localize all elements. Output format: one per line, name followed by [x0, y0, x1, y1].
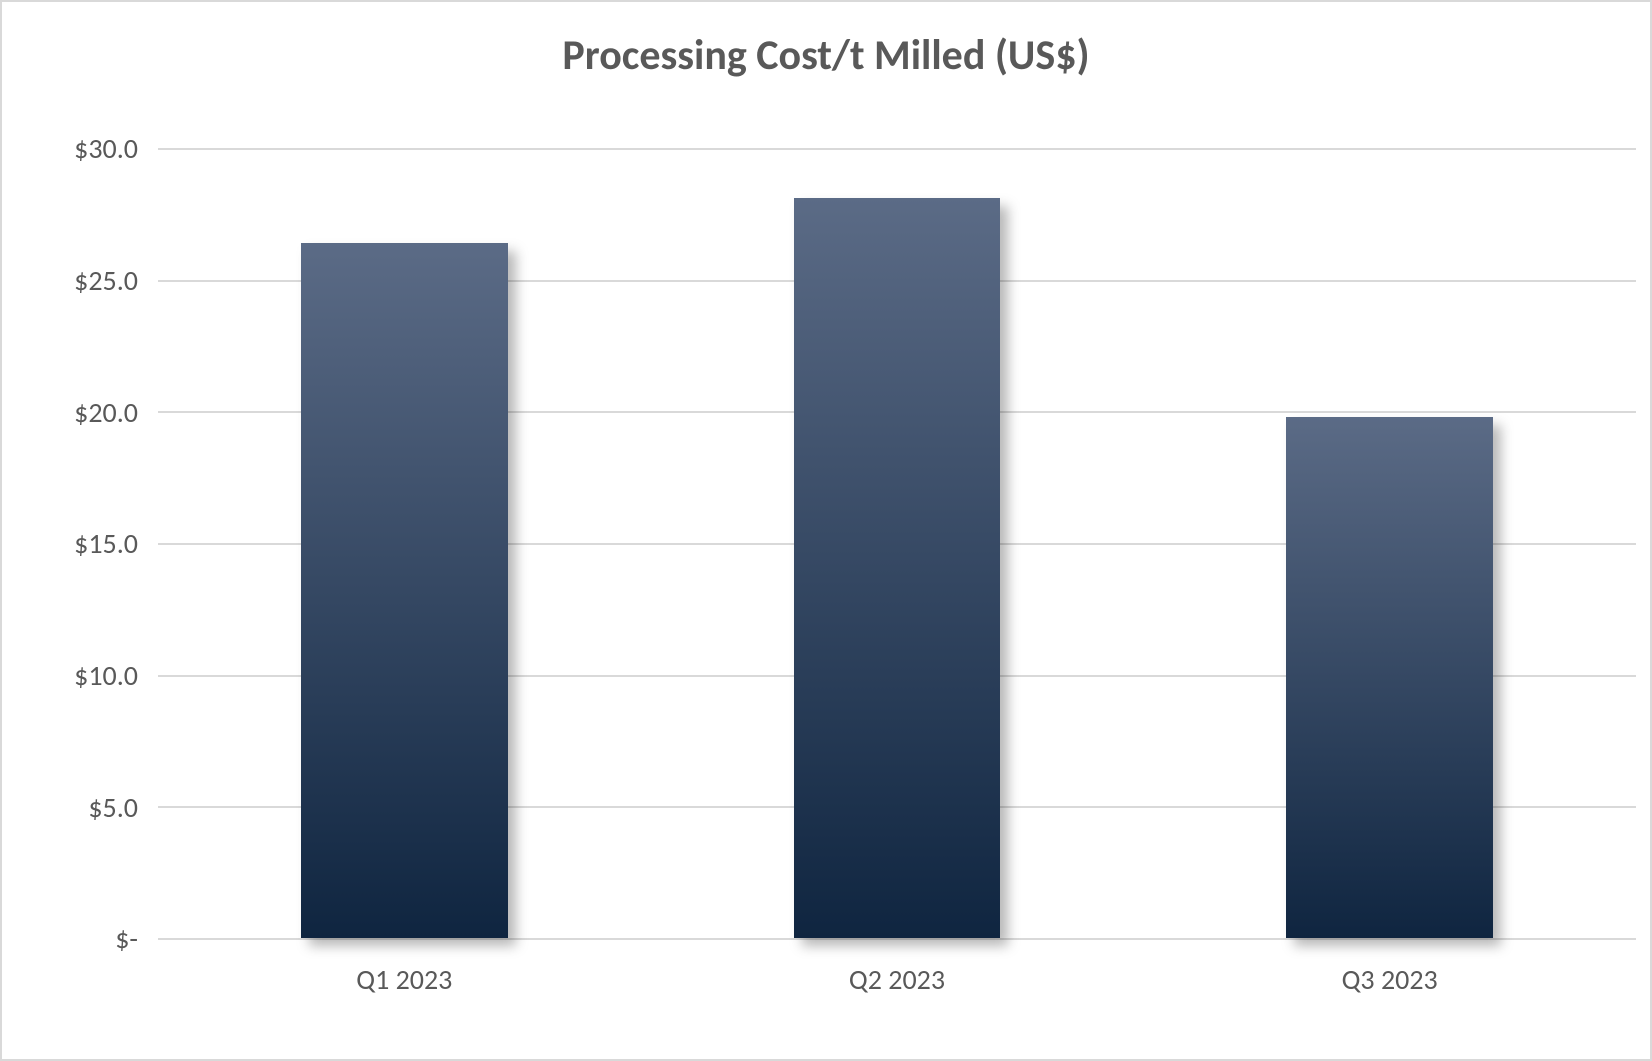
bar [794, 198, 1001, 938]
y-axis-tick-label: $30.0 [28, 131, 138, 166]
bar [1286, 417, 1493, 938]
x-axis-tick-label: Q2 2023 [651, 962, 1144, 997]
x-axis-tick-label: Q1 2023 [158, 962, 651, 997]
bar [301, 243, 508, 938]
y-axis-tick-label: $20.0 [28, 395, 138, 430]
y-axis-tick-label: $- [28, 921, 138, 956]
y-axis-tick-label: $5.0 [28, 790, 138, 825]
chart-container: Processing Cost/t Milled (US$) $- $5.0 $10… [0, 0, 1652, 1061]
y-axis-tick-label: $25.0 [28, 263, 138, 298]
x-axis-tick-label: Q3 2023 [1143, 962, 1636, 997]
chart-title: Processing Cost/t Milled (US$) [2, 30, 1650, 81]
gridline [158, 148, 1636, 150]
y-axis-tick-label: $15.0 [28, 526, 138, 561]
y-axis-tick-label: $10.0 [28, 658, 138, 693]
